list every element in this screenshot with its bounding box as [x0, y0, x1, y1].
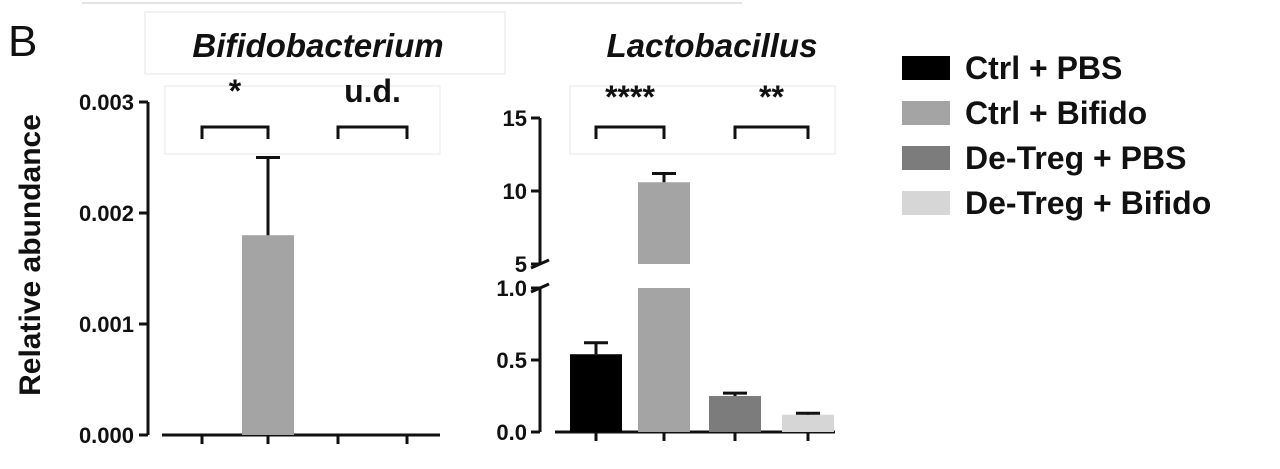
bar-ctrl-bifido	[242, 235, 294, 435]
y-tick-label: 5	[515, 252, 527, 277]
significance-bracket	[594, 125, 666, 139]
significance-bracket	[200, 125, 270, 139]
sig-backdrop-left	[164, 85, 441, 155]
bar-ctrl-bifido-upper-segment	[638, 182, 690, 264]
significance-label: ****	[605, 79, 655, 115]
significance-label: *	[229, 73, 242, 109]
panel-label: B	[8, 17, 37, 66]
legend-swatch-de-treg-pbs	[902, 146, 950, 170]
bar-de-treg-bifido	[782, 414, 834, 432]
sig-backdrop-right	[569, 85, 836, 155]
legend-label-de-treg-bifido: De-Treg + Bifido	[965, 185, 1211, 221]
left-axes: 0.000 0.001 0.002 0.003	[79, 90, 440, 448]
right-bars	[570, 171, 834, 432]
chart-title-bifidobacterium: Bifidobacterium	[192, 27, 443, 64]
legend-label-ctrl-pbs: Ctrl + PBS	[965, 50, 1122, 86]
y-tick-label: 15	[503, 106, 527, 131]
right-significance: **** **	[594, 79, 810, 139]
chart-title-lactobacillus: Lactobacillus	[607, 27, 818, 64]
y-tick-label: 0.000	[79, 423, 134, 448]
legend-label-de-treg-pbs: De-Treg + PBS	[965, 140, 1186, 176]
legend-swatch-ctrl-bifido	[902, 101, 950, 125]
y-tick-label: 0.001	[79, 312, 134, 337]
legend: Ctrl + PBS Ctrl + Bifido De-Treg + PBS De-T…	[902, 50, 1211, 221]
significance-label: **	[759, 79, 784, 115]
significance-bracket	[336, 125, 409, 139]
left-significance: * u.d.	[200, 73, 409, 139]
y-tick-label: 0.0	[496, 420, 527, 445]
right-axes: 0.0 0.5 1.05 10 15	[496, 106, 835, 445]
bar-ctrl-bifido-lower-segment	[638, 288, 690, 432]
title-backdrop-left	[144, 11, 506, 75]
chart-bifidobacterium: Bifidobacterium 0.000 0.001 0.002 0.003 * u.…	[79, 27, 444, 448]
y-tick-label: 0.003	[79, 90, 134, 115]
y-tick-label: 1.0	[496, 276, 527, 301]
y-axis-label: Relative abundance	[14, 114, 47, 396]
y-tick-label: 0.002	[79, 201, 134, 226]
bar-ctrl-pbs	[570, 354, 622, 432]
legend-label-ctrl-bifido: Ctrl + Bifido	[965, 95, 1147, 131]
y-tick-label: 10	[503, 179, 527, 204]
left-bars	[242, 156, 294, 435]
significance-label: u.d.	[344, 73, 401, 109]
bar-de-treg-pbs	[709, 396, 761, 432]
legend-swatch-ctrl-pbs	[902, 56, 950, 80]
legend-swatch-de-treg-bifido	[902, 191, 950, 215]
y-tick-label: 0.5	[496, 348, 527, 373]
significance-bracket	[733, 125, 810, 139]
